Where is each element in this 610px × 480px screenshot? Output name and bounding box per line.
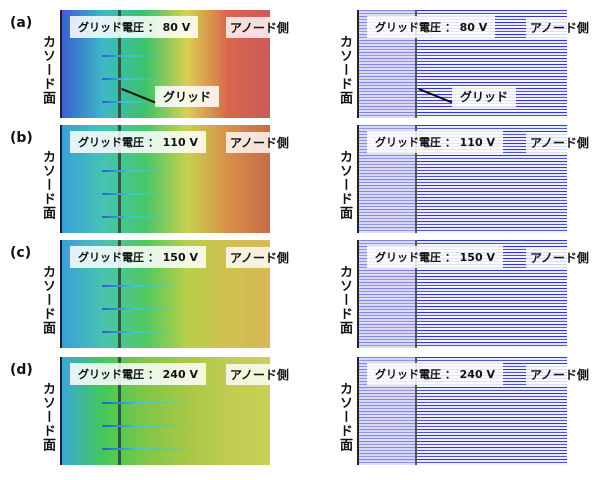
grid-callout: グリッド	[452, 86, 517, 107]
field-streak	[102, 425, 192, 427]
grid-voltage-label: グリッド電圧 ： 240 V	[367, 363, 503, 385]
grid-electrode	[415, 125, 417, 233]
cathode-label: カソード面	[40, 265, 55, 335]
anode-label: アノード側	[526, 17, 593, 38]
panel-tag: (a)	[10, 15, 33, 31]
grid-voltage-label: グリッド電圧 ： 110 V	[367, 131, 503, 153]
cathode-label: カソード面	[337, 265, 352, 335]
field-streak	[102, 78, 162, 80]
cathode-label: カソード面	[337, 382, 352, 452]
grid-voltage-label: グリッド電圧 ： 80 V	[367, 16, 496, 38]
anode-label: アノード側	[226, 364, 293, 385]
cathode-label: カソード面	[40, 382, 55, 452]
grid-voltage-label: グリッド電圧 ： 150 V	[367, 246, 503, 268]
cathode-label: カソード面	[337, 150, 352, 220]
anode-label: アノード側	[526, 364, 593, 385]
field-streak	[102, 216, 172, 218]
trajectory-map: グリッド電圧 ： 240 V	[357, 357, 567, 465]
grid-electrode	[415, 357, 417, 465]
grid-electrode	[118, 10, 121, 118]
cathode-label: カソード面	[40, 150, 55, 220]
grid-electrode	[118, 240, 121, 348]
grid-callout: グリッド	[155, 86, 220, 107]
anode-label: アノード側	[226, 17, 293, 38]
potential-map: グリッド電圧 ： 80 V	[60, 10, 270, 118]
field-streak	[102, 331, 182, 333]
panel-tag: (c)	[10, 245, 32, 261]
field-streak	[102, 101, 162, 103]
anode-label: アノード側	[526, 247, 593, 268]
anode-label: アノード側	[526, 132, 593, 153]
cathode-label: カソード面	[40, 35, 55, 105]
field-streak	[102, 193, 172, 195]
field-streak	[102, 55, 162, 57]
grid-electrode	[415, 240, 417, 348]
cathode-label: カソード面	[337, 35, 352, 105]
grid-electrode	[415, 10, 417, 118]
field-streak	[102, 308, 182, 310]
anode-label: アノード側	[226, 247, 293, 268]
panel-tag: (d)	[10, 362, 33, 378]
field-streak	[102, 448, 192, 450]
panel-tag: (b)	[10, 130, 33, 146]
grid-voltage-label: グリッド電圧 ： 150 V	[70, 246, 206, 268]
grid-electrode	[118, 357, 121, 465]
trajectory-map: グリッド電圧 ： 150 V	[357, 240, 567, 348]
field-streak	[102, 285, 182, 287]
field-streak	[102, 170, 172, 172]
grid-voltage-label: グリッド電圧 ： 110 V	[70, 131, 206, 153]
grid-voltage-label: グリッド電圧 ： 80 V	[70, 16, 199, 38]
anode-label: アノード側	[226, 132, 293, 153]
field-streak	[102, 402, 192, 404]
grid-voltage-label: グリッド電圧 ： 240 V	[70, 363, 206, 385]
grid-electrode	[118, 125, 121, 233]
